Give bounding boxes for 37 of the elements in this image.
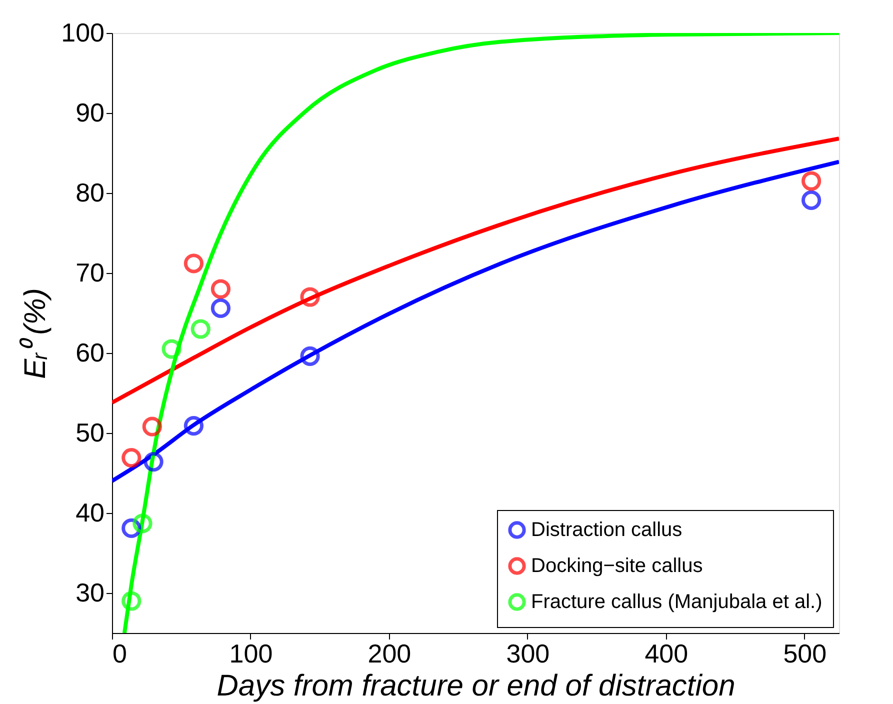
point bbox=[122, 591, 142, 611]
line-series bbox=[122, 33, 839, 633]
line-series bbox=[112, 160, 839, 483]
x-tick-label: 300 bbox=[506, 638, 550, 668]
point bbox=[184, 254, 204, 274]
x-axis-title: Days from fracture or end of distraction bbox=[216, 670, 736, 702]
point bbox=[801, 171, 822, 191]
legend-label: Distraction callus bbox=[531, 519, 682, 541]
point bbox=[210, 279, 231, 299]
x-tick-label: 400 bbox=[644, 638, 688, 668]
y-tick-label: 60 bbox=[76, 338, 104, 368]
x-tick-label: 500 bbox=[783, 638, 827, 668]
y-tick-label: 40 bbox=[76, 498, 104, 528]
line-series bbox=[112, 136, 839, 405]
y-tick-label: 90 bbox=[76, 98, 104, 128]
point bbox=[210, 298, 231, 318]
point bbox=[144, 452, 164, 472]
y-tick-label: 100 bbox=[61, 18, 104, 48]
x-tick-label: 100 bbox=[229, 638, 273, 668]
y-tick-label: 50 bbox=[76, 418, 104, 448]
point bbox=[122, 448, 142, 468]
x-tick-label: 0 bbox=[112, 638, 127, 668]
point bbox=[801, 190, 822, 210]
legend-label: Fracture callus (Manjubala et al.) bbox=[531, 591, 822, 613]
y-tick-label: 30 bbox=[76, 578, 104, 608]
point bbox=[142, 416, 162, 436]
x-tick-label: 200 bbox=[368, 638, 412, 668]
y-axis-title: Eᵣ⁰ (%) bbox=[19, 288, 52, 379]
y-tick-label: 70 bbox=[76, 258, 104, 288]
legend-label: Docking−site callus bbox=[531, 555, 703, 577]
point bbox=[132, 514, 152, 534]
point bbox=[300, 346, 320, 366]
point bbox=[162, 339, 182, 359]
point bbox=[190, 319, 210, 339]
point bbox=[184, 416, 204, 436]
point bbox=[300, 287, 320, 307]
y-tick-label: 80 bbox=[76, 178, 104, 208]
